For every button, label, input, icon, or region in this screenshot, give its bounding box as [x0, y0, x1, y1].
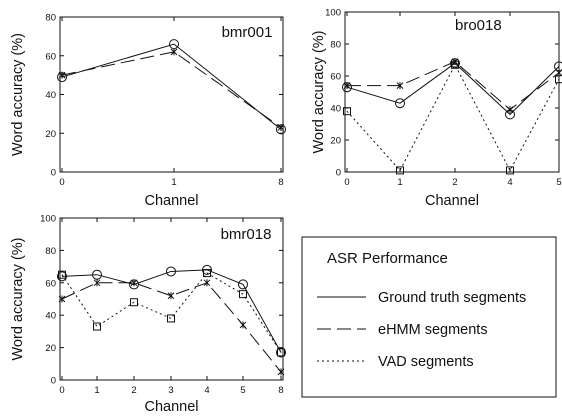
- y-axis-label: Word accuracy (%): [10, 237, 26, 360]
- data-point: [94, 323, 101, 330]
- series-line-ground-truth-segments: [347, 63, 559, 114]
- x-tick-label: 0: [59, 385, 64, 396]
- y-axis-label: Word accuracy (%): [10, 33, 26, 156]
- series-line-ehmm-segments: [62, 52, 281, 128]
- legend-item-ground-truth: Ground truth segments: [378, 290, 526, 306]
- plot-frame: [345, 12, 559, 172]
- x-tick-label: 4: [204, 385, 209, 396]
- legend-item-ehmm: eHMM segments: [378, 322, 488, 338]
- x-axis-label: Channel: [425, 193, 479, 209]
- y-tick-label: 20: [45, 129, 56, 140]
- y-tick-label: 40: [45, 311, 56, 322]
- panel-title: bmr001: [222, 24, 273, 41]
- x-tick-label: 5: [556, 177, 561, 188]
- y-tick-label: 40: [45, 90, 56, 101]
- x-axis-label: Channel: [144, 193, 198, 209]
- panel-bmr018: 0 20 40 60 80 100 0 1 2 3 4 5 8 Channel Word accuracy …: [10, 214, 286, 414]
- y-tick-label: 20: [330, 136, 341, 147]
- panel-bro018: 0 20 40 60 80 100 0 1 2 4 5 Channel Word accuracy (%…: [311, 8, 562, 210]
- data-point: [168, 292, 174, 299]
- x-tick-label: 1: [397, 177, 402, 188]
- legend-item-vad: VAD segments: [378, 354, 474, 370]
- y-tick-label: 20: [45, 343, 56, 354]
- x-tick-label: 4: [507, 177, 512, 188]
- data-point: [240, 321, 246, 328]
- y-tick-label: 60: [45, 51, 56, 62]
- y-tick-label: 0: [51, 376, 56, 387]
- y-axis-label: Word accuracy (%): [311, 30, 327, 153]
- x-tick-label: 2: [452, 177, 457, 188]
- x-tick-label: 8: [278, 385, 283, 396]
- series-line-ground-truth-segments: [62, 44, 281, 129]
- data-point: [204, 279, 210, 286]
- x-tick-label: 3: [168, 385, 173, 396]
- panel-title: bro018: [455, 17, 502, 34]
- legend: ASR Performance Ground truth segments eH…: [302, 237, 556, 397]
- x-tick-label: 1: [94, 385, 99, 396]
- x-tick-label: 5: [240, 385, 245, 396]
- x-tick-label: 0: [344, 177, 349, 188]
- y-tick-label: 40: [330, 104, 341, 115]
- y-tick-label: 100: [40, 214, 56, 225]
- data-point: [555, 62, 562, 71]
- series-line-ground-truth-segments: [62, 270, 281, 353]
- y-tick-label: 80: [45, 13, 56, 24]
- y-tick-label: 100: [325, 8, 341, 19]
- x-tick-label: 0: [59, 177, 64, 188]
- panel-bmr001: 0 20 40 60 80 0 1 8 Channel Word accuracy (%) bmr0…: [10, 13, 286, 210]
- y-tick-label: 60: [45, 278, 56, 289]
- data-point: [507, 106, 513, 113]
- panel-title: bmr018: [221, 226, 272, 243]
- x-axis-label: Channel: [144, 399, 198, 413]
- series-line-vad-segments: [347, 65, 559, 171]
- x-tick-label: 2: [131, 385, 136, 396]
- y-tick-label: 0: [336, 168, 341, 179]
- x-tick-label: 8: [278, 177, 283, 188]
- y-tick-label: 0: [51, 168, 56, 179]
- y-tick-label: 80: [45, 246, 56, 257]
- x-tick-label: 1: [171, 177, 176, 188]
- legend-title: ASR Performance: [327, 250, 448, 267]
- y-tick-label: 80: [330, 40, 341, 51]
- y-tick-label: 60: [330, 72, 341, 83]
